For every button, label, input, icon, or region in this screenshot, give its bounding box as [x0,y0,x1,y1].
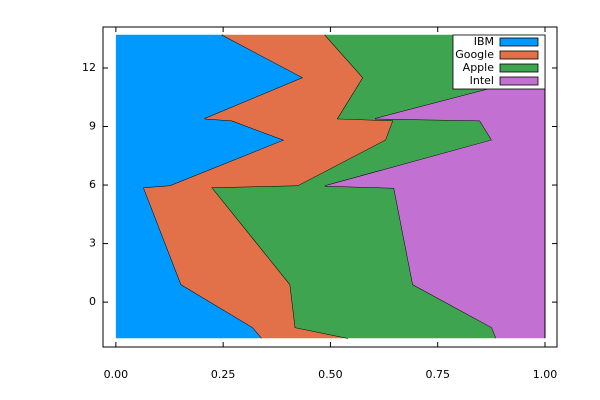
y-tick-label: 9 [89,120,96,133]
x-tick-label: 0.75 [425,368,450,381]
area [324,34,545,339]
legend-swatch [499,50,539,60]
legend-label: Intel [470,74,494,87]
legend-label: Apple [463,61,495,74]
y-tick-label: 6 [89,178,96,191]
area [115,34,303,339]
legend-swatch [499,37,539,47]
legend-label: Google [455,48,494,61]
x-tick-label: 0.00 [104,368,129,381]
y-tick-label: 0 [89,295,96,308]
x-tick-label: 0.50 [318,368,343,381]
y-tick-label: 12 [82,61,96,74]
x-tick-label: 0.25 [211,368,236,381]
x-tick-label: 1.00 [533,368,558,381]
area [212,34,545,339]
y-tick-label: 3 [89,237,96,250]
legend-swatch [499,63,539,73]
legend-label: IBM [474,35,494,48]
legend-swatch [499,76,539,86]
